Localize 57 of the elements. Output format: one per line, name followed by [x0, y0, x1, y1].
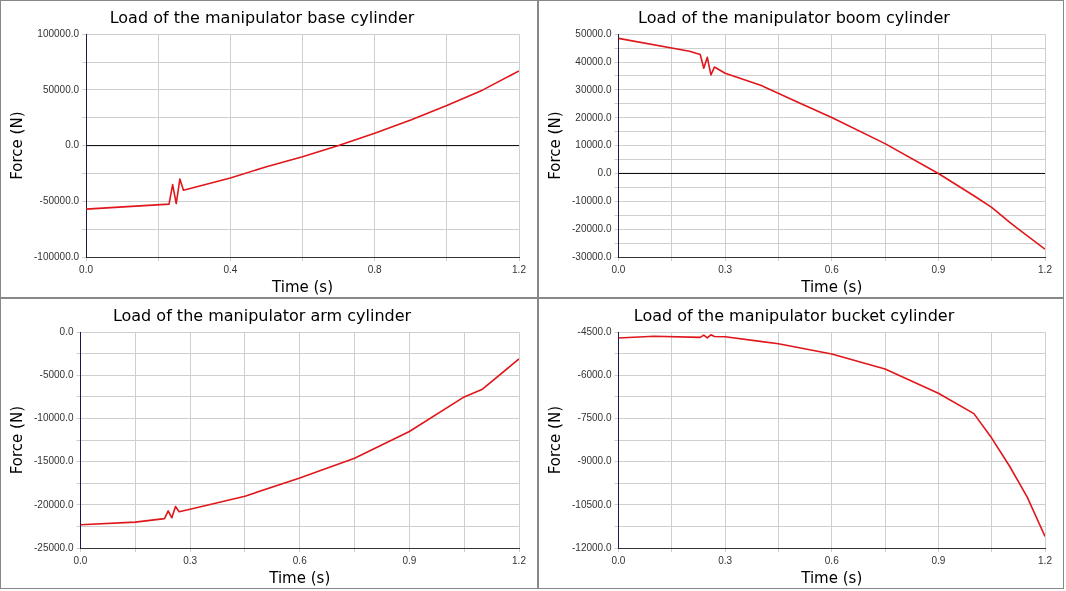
x-tick-label: 0.6 — [824, 263, 840, 275]
chart-title: Load of the manipulator boom cylinder — [638, 7, 951, 27]
x-axis-title: Time (s) — [268, 568, 331, 587]
x-tick-label: 0.3 — [183, 554, 198, 566]
y-tick-label: -50000.0 — [39, 195, 80, 207]
x-tick-label: 0.6 — [824, 554, 840, 566]
x-tick-label: 0.3 — [718, 554, 733, 566]
y-tick-label: -100000.0 — [33, 250, 80, 262]
y-tick-label: -4500.0 — [577, 325, 612, 337]
x-tick-label: 0.9 — [931, 554, 946, 566]
x-tick-label: 1.2 — [512, 263, 527, 275]
y-axis-title: Force (N) — [7, 405, 26, 475]
x-tick-label: 0.0 — [73, 554, 88, 566]
y-tick-label: -5000.0 — [39, 369, 74, 381]
y-tick-label: 50000.0 — [42, 83, 80, 95]
y-tick-label: 0.0 — [59, 325, 74, 337]
y-tick-label: -20000.0 — [33, 498, 74, 510]
x-tick-label: 0.3 — [718, 263, 733, 275]
y-tick-label: -10000.0 — [571, 195, 612, 207]
y-tick-label: 0.0 — [597, 167, 612, 179]
x-tick-label: 0.0 — [611, 263, 626, 275]
y-tick-label: -7500.0 — [577, 412, 612, 424]
y-tick-label: -10000.0 — [33, 412, 74, 424]
x-tick-label: 1.2 — [1038, 263, 1053, 275]
x-axis-title: Time (s) — [800, 568, 863, 587]
y-axis-title: Force (N) — [545, 111, 564, 180]
x-tick-label: 0.9 — [402, 554, 417, 566]
x-axis-title: Time (s) — [271, 277, 334, 296]
y-axis-title: Force (N) — [7, 111, 26, 180]
y-tick-label: 40000.0 — [575, 55, 612, 67]
chart-title: Load of the manipulator base cylinder — [109, 7, 415, 27]
x-axis-title: Time (s) — [800, 277, 863, 296]
y-tick-label: -6000.0 — [577, 369, 612, 381]
y-tick-label: 20000.0 — [575, 111, 612, 123]
y-tick-label: -9000.0 — [577, 455, 612, 467]
y-tick-label: 10000.0 — [575, 139, 612, 151]
y-tick-label: -10500.0 — [571, 498, 612, 510]
x-tick-label: 0.9 — [931, 263, 946, 275]
y-tick-label: 0.0 — [65, 139, 80, 151]
x-tick-label: 0.8 — [367, 263, 383, 275]
y-tick-label: 30000.0 — [575, 83, 612, 95]
y-tick-label: -20000.0 — [571, 222, 612, 234]
chart-title: Load of the manipulator bucket cylinder — [633, 305, 955, 325]
x-tick-label: 0.0 — [79, 263, 94, 275]
x-tick-label: 0.4 — [223, 263, 238, 275]
y-tick-label: -12000.0 — [571, 541, 612, 553]
y-tick-label: -15000.0 — [33, 455, 74, 467]
y-tick-label: -30000.0 — [571, 250, 612, 262]
x-tick-label: 1.2 — [512, 554, 527, 566]
y-tick-label: 50000.0 — [575, 27, 612, 39]
x-tick-label: 0.0 — [611, 554, 626, 566]
y-tick-label: -25000.0 — [33, 541, 74, 553]
x-tick-label: 0.6 — [292, 554, 308, 566]
chart-title: Load of the manipulator arm cylinder — [112, 305, 412, 325]
y-axis-title: Force (N) — [545, 405, 564, 475]
y-tick-label: 100000.0 — [37, 27, 80, 39]
x-tick-label: 1.2 — [1038, 554, 1053, 566]
